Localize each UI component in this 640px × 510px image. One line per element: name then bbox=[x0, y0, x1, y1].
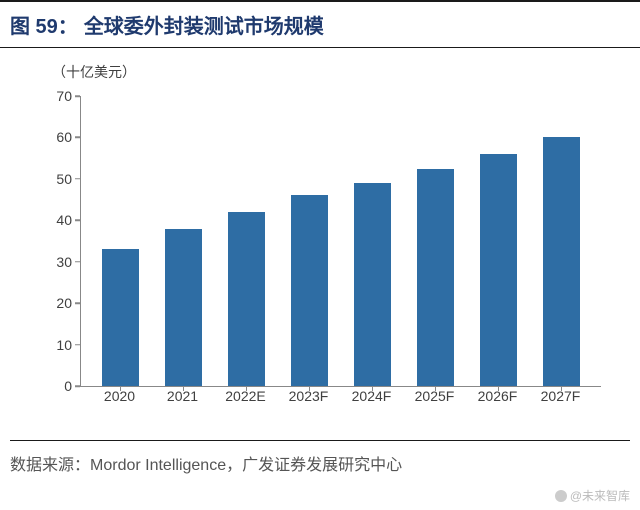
figure-number: 图 59： bbox=[10, 16, 78, 38]
bar-slot bbox=[89, 96, 152, 386]
bar-slot bbox=[278, 96, 341, 386]
y-tick-label: 20 bbox=[20, 295, 80, 311]
y-tick-label: 40 bbox=[20, 212, 80, 228]
x-axis-labels: 202020212022E2023F2024F2025F2026F2027F bbox=[80, 388, 600, 404]
y-tick-label: 70 bbox=[20, 88, 80, 104]
bar-slot bbox=[530, 96, 593, 386]
plot-area bbox=[80, 96, 601, 387]
x-tick-mark bbox=[246, 386, 248, 391]
bar bbox=[291, 195, 329, 386]
bar-slot bbox=[341, 96, 404, 386]
bar bbox=[228, 212, 266, 386]
bar-slot bbox=[404, 96, 467, 386]
data-source: 数据来源：Mordor Intelligence，广发证券发展研究中心 bbox=[10, 440, 630, 475]
x-tick-mark bbox=[309, 386, 311, 391]
x-tick-mark bbox=[120, 386, 122, 391]
x-tick-mark bbox=[498, 386, 500, 391]
bar bbox=[480, 154, 518, 386]
watermark-text: @未来智库 bbox=[570, 487, 630, 504]
figure-title-text: 全球委外封装测试市场规模 bbox=[84, 16, 324, 38]
bar-slot bbox=[467, 96, 530, 386]
bar-slot bbox=[215, 96, 278, 386]
bar bbox=[102, 249, 140, 386]
figure-title: 图 59： 全球委外封装测试市场规模 bbox=[0, 0, 640, 48]
source-label: 数据来源： bbox=[10, 457, 90, 474]
x-tick-mark bbox=[561, 386, 563, 391]
source-text: Mordor Intelligence，广发证券发展研究中心 bbox=[90, 457, 402, 474]
bar-chart: 0 10 20 30 40 50 60 70 202020212022E2023F2024F2… bbox=[20, 86, 620, 426]
x-tick-mark bbox=[372, 386, 374, 391]
bar-slot bbox=[152, 96, 215, 386]
watermark-icon bbox=[555, 490, 567, 502]
bar bbox=[417, 169, 455, 387]
bar bbox=[165, 229, 203, 386]
x-tick-mark bbox=[435, 386, 437, 391]
x-tick-mark bbox=[183, 386, 185, 391]
bar bbox=[354, 183, 392, 386]
y-tick-label: 30 bbox=[20, 254, 80, 270]
y-tick-label: 50 bbox=[20, 171, 80, 187]
y-tick-label: 60 bbox=[20, 129, 80, 145]
watermark: @未来智库 bbox=[555, 487, 630, 504]
y-tick-label: 0 bbox=[20, 378, 80, 394]
bars-container bbox=[81, 96, 601, 386]
y-tick-label: 10 bbox=[20, 337, 80, 353]
bar bbox=[543, 137, 581, 386]
y-axis-unit: （十亿美元） bbox=[0, 48, 640, 86]
